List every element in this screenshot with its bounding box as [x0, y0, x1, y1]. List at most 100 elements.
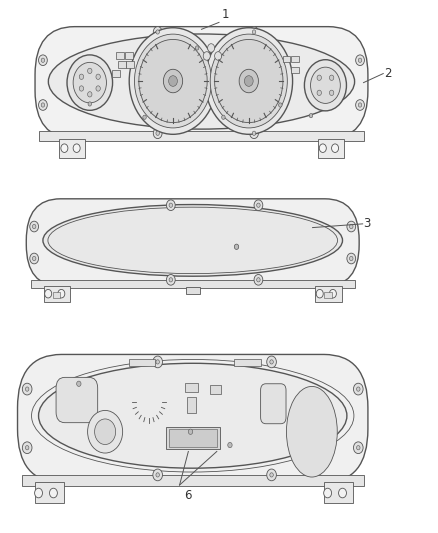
- Circle shape: [67, 55, 113, 110]
- Bar: [35, 482, 64, 503]
- Circle shape: [267, 469, 276, 481]
- Circle shape: [96, 74, 100, 79]
- Ellipse shape: [39, 364, 347, 468]
- Circle shape: [350, 256, 353, 261]
- Bar: [186, 287, 200, 294]
- Circle shape: [250, 27, 258, 37]
- Circle shape: [339, 488, 346, 498]
- Bar: [185, 383, 198, 392]
- FancyBboxPatch shape: [18, 354, 368, 482]
- Circle shape: [169, 76, 177, 86]
- Bar: [315, 286, 342, 302]
- Circle shape: [88, 102, 92, 106]
- Bar: [126, 61, 134, 68]
- Circle shape: [153, 356, 162, 368]
- Circle shape: [347, 253, 356, 264]
- Circle shape: [32, 224, 36, 229]
- Circle shape: [347, 221, 356, 232]
- Ellipse shape: [48, 34, 355, 129]
- Bar: [166, 427, 220, 449]
- Bar: [116, 52, 124, 59]
- Circle shape: [169, 278, 173, 282]
- Circle shape: [215, 39, 283, 123]
- Bar: [187, 397, 196, 413]
- Circle shape: [88, 68, 92, 74]
- Circle shape: [49, 488, 57, 498]
- Circle shape: [195, 46, 199, 50]
- Circle shape: [317, 75, 321, 80]
- Circle shape: [156, 30, 159, 34]
- Circle shape: [257, 278, 260, 282]
- Circle shape: [35, 488, 42, 498]
- Circle shape: [234, 244, 239, 249]
- Circle shape: [30, 253, 39, 264]
- Circle shape: [88, 92, 92, 97]
- Circle shape: [357, 387, 360, 391]
- Circle shape: [39, 100, 47, 110]
- Circle shape: [329, 75, 334, 80]
- Circle shape: [324, 488, 332, 498]
- Circle shape: [356, 55, 364, 66]
- Circle shape: [41, 103, 45, 107]
- Bar: [125, 52, 133, 59]
- Circle shape: [316, 289, 323, 298]
- Bar: [129, 359, 155, 366]
- Circle shape: [45, 289, 52, 298]
- Circle shape: [304, 60, 346, 111]
- Bar: [118, 61, 126, 68]
- Circle shape: [350, 224, 353, 229]
- Circle shape: [88, 410, 123, 453]
- Circle shape: [311, 67, 340, 103]
- Circle shape: [329, 90, 334, 95]
- Circle shape: [61, 144, 68, 152]
- Circle shape: [77, 381, 81, 386]
- Circle shape: [222, 115, 225, 119]
- Bar: [31, 280, 355, 288]
- Bar: [53, 292, 60, 298]
- Circle shape: [22, 442, 32, 454]
- Bar: [234, 359, 261, 366]
- Circle shape: [208, 44, 215, 52]
- Circle shape: [279, 103, 282, 107]
- Circle shape: [166, 274, 175, 285]
- Circle shape: [139, 39, 207, 123]
- Circle shape: [329, 289, 336, 298]
- Text: 2: 2: [385, 67, 392, 80]
- Circle shape: [358, 58, 362, 62]
- FancyBboxPatch shape: [35, 27, 368, 139]
- FancyBboxPatch shape: [56, 377, 98, 423]
- Circle shape: [254, 200, 263, 211]
- Circle shape: [244, 76, 253, 86]
- Bar: [283, 56, 290, 62]
- Circle shape: [228, 442, 232, 448]
- Circle shape: [134, 34, 212, 128]
- Circle shape: [163, 69, 183, 93]
- Bar: [324, 482, 353, 503]
- Circle shape: [129, 28, 217, 134]
- Circle shape: [254, 274, 263, 285]
- Circle shape: [73, 62, 106, 103]
- Ellipse shape: [43, 205, 343, 276]
- Circle shape: [353, 442, 363, 454]
- Circle shape: [39, 55, 47, 66]
- Bar: [291, 56, 299, 62]
- Circle shape: [270, 360, 273, 364]
- Circle shape: [30, 221, 39, 232]
- Bar: [291, 67, 299, 73]
- Circle shape: [252, 30, 256, 34]
- Circle shape: [357, 446, 360, 450]
- Circle shape: [143, 115, 146, 119]
- Circle shape: [252, 131, 256, 135]
- Circle shape: [356, 100, 364, 110]
- Circle shape: [309, 114, 313, 118]
- Circle shape: [156, 473, 159, 477]
- Circle shape: [257, 203, 260, 207]
- Circle shape: [332, 144, 339, 152]
- FancyBboxPatch shape: [26, 199, 359, 286]
- Circle shape: [25, 446, 29, 450]
- Circle shape: [79, 86, 84, 91]
- Ellipse shape: [286, 386, 337, 477]
- Circle shape: [79, 74, 84, 79]
- Circle shape: [319, 144, 326, 152]
- Circle shape: [95, 419, 116, 445]
